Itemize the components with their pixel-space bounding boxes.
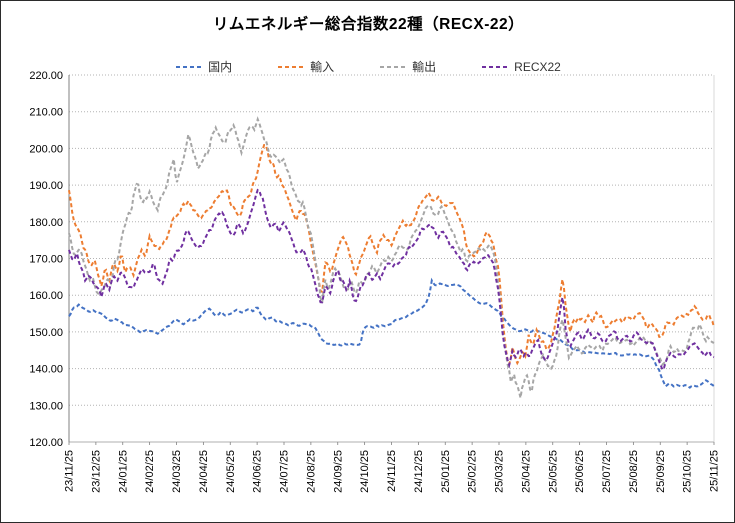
y-axis-label: 160.00 (29, 290, 63, 302)
x-axis-label: 25/02/25 (467, 450, 479, 493)
x-axis-label: 25/01/25 (440, 450, 452, 493)
x-axis-label: 24/11/25 (386, 450, 398, 492)
legend-item-輸出: 輸出 (380, 58, 436, 75)
x-axis-label: 25/10/25 (682, 450, 694, 493)
x-axis-label: 25/11/25 (709, 450, 721, 492)
x-axis-label: 25/06/25 (574, 450, 586, 493)
y-axis-label: 150.00 (29, 327, 63, 339)
x-axis-label: 24/01/25 (117, 450, 129, 493)
x-axis-label: 24/10/25 (359, 450, 371, 493)
x-axis-label: 24/08/25 (305, 450, 317, 493)
series-line-国内 (68, 277, 715, 389)
legend-dash-swatch (176, 65, 205, 68)
x-axis-label: 24/06/25 (252, 450, 264, 493)
legend-label: 国内 (208, 60, 233, 74)
x-axis-label: 24/05/25 (225, 450, 237, 493)
y-axis-label: 120.00 (29, 437, 63, 449)
x-axis-label: 23/12/25 (90, 450, 102, 493)
y-axis-label: 200.00 (29, 143, 63, 155)
x-axis-label: 24/02/25 (144, 450, 156, 493)
legend-label: 輸入 (310, 60, 335, 74)
y-axis-label: 190.00 (29, 180, 63, 192)
x-axis-label: 25/03/25 (494, 450, 506, 493)
legend-item-国内: 国内 (176, 58, 232, 75)
series-line-輸出 (68, 116, 715, 399)
x-axis-label: 24/04/25 (198, 450, 210, 493)
legend-item-RECX22: RECX22 (482, 60, 561, 74)
legend-item-輸入: 輸入 (278, 58, 334, 75)
legend-dash-swatch (482, 65, 511, 68)
x-axis-label: 25/07/25 (601, 450, 613, 493)
x-axis-label: 25/08/25 (628, 450, 640, 493)
chart-title: リムエネルギー総合指数22種（RECX-22） (212, 16, 525, 33)
x-axis-label: 24/07/25 (279, 450, 291, 493)
series-line-輸入 (68, 144, 715, 368)
legend-label: 輸出 (412, 60, 437, 74)
legend-dash-swatch (380, 65, 409, 68)
y-axis-label: 220.00 (29, 70, 63, 82)
series-line-RECX22 (68, 188, 715, 372)
y-axis-label: 130.00 (29, 400, 63, 412)
x-axis-label: 24/03/25 (171, 450, 183, 493)
y-axis-label: 170.00 (29, 254, 63, 266)
y-axis-label: 140.00 (29, 364, 63, 376)
x-axis-label: 24/09/25 (332, 450, 344, 493)
x-axis-label: 25/05/25 (547, 450, 559, 493)
legend-dash-swatch (278, 65, 307, 68)
x-axis-label: 25/09/25 (655, 450, 667, 493)
x-axis-label: 24/12/25 (413, 450, 425, 493)
y-axis-label: 210.00 (29, 107, 63, 119)
chart-legend: 国内 輸入 輸出 RECX22 (1, 58, 735, 75)
x-axis-label: 25/04/25 (520, 450, 532, 493)
legend-label: RECX22 (514, 59, 561, 74)
y-axis-label: 180.00 (29, 217, 63, 229)
x-axis-label: 23/11/25 (64, 450, 76, 492)
